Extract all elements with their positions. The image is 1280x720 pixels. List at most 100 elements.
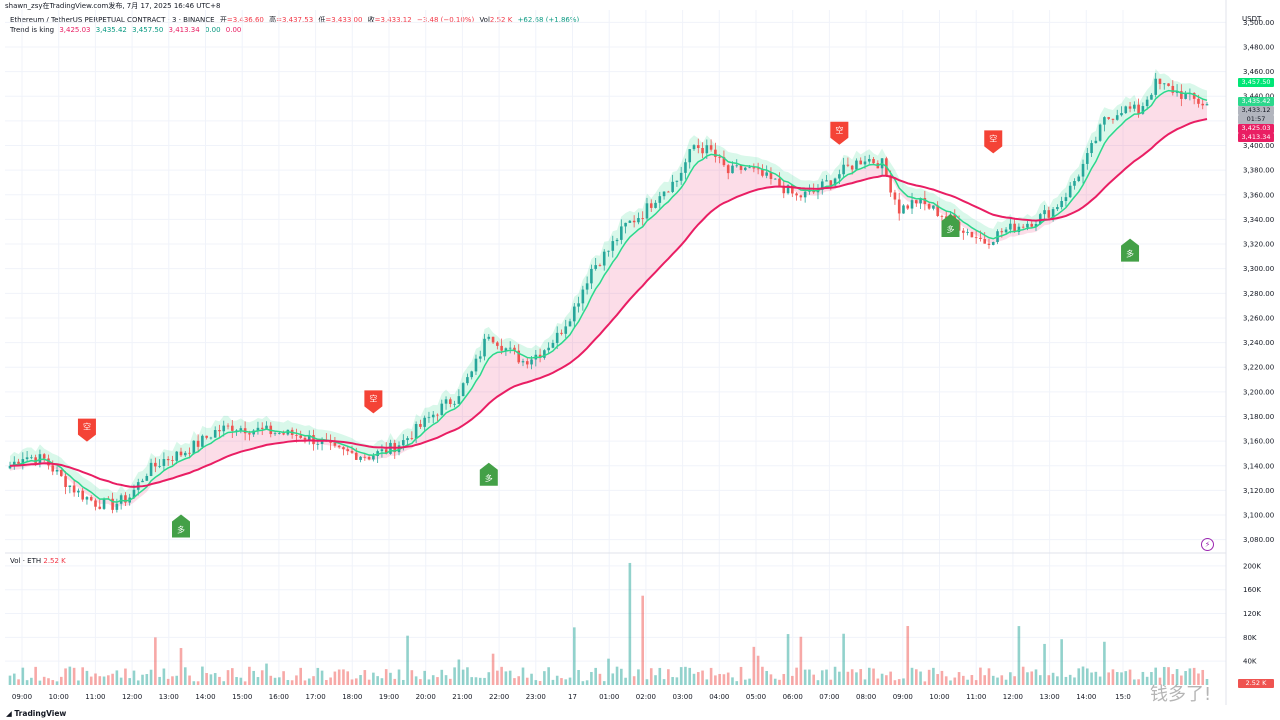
volume-bar [175, 675, 179, 685]
volume-bar [410, 670, 414, 685]
volume-bar [1013, 676, 1016, 685]
volume-bar [1004, 679, 1008, 685]
candle-body [38, 454, 42, 464]
volume-bar [478, 677, 482, 685]
volume-bar [504, 671, 508, 685]
volume-bar [795, 667, 798, 685]
volume-bar [47, 678, 50, 685]
volume-bar [748, 678, 751, 685]
volume-bar [829, 679, 833, 685]
volume-bar [196, 681, 200, 685]
volume-bar [1017, 626, 1021, 685]
candle-body [1086, 153, 1089, 164]
price-tick-label: 3,300.00 [1243, 265, 1274, 273]
volume-bar [124, 668, 127, 685]
volume-bar [1137, 679, 1140, 685]
time-tick-label: 22:00 [489, 693, 509, 701]
volume-bar [179, 648, 183, 685]
candle-body [508, 347, 512, 349]
volume-label: Vol · ETH [10, 557, 42, 565]
candle-body [474, 358, 478, 372]
volume-bar [761, 666, 764, 685]
main-legend-row: Ethereum / TetherUS PERPETUAL CONTRACT ·… [10, 15, 582, 25]
candle-body [102, 498, 106, 509]
volume-bar [64, 668, 67, 685]
candle-body [983, 238, 986, 244]
volume-bar [1094, 671, 1098, 685]
candle-body [171, 460, 174, 461]
volume-bar [820, 670, 824, 685]
price-label: 3,457.50 [1238, 78, 1274, 87]
time-tick-label: 09:00 [893, 693, 913, 701]
volume-bar [735, 681, 739, 685]
flash-icon[interactable]: ⚡ [1201, 538, 1214, 551]
candle-body [820, 181, 824, 190]
candle-body [414, 424, 418, 439]
volume-bar [265, 663, 268, 685]
candle-body [859, 160, 863, 165]
candle-body [115, 503, 119, 510]
ind-val-1: 3,425.03 [59, 26, 91, 34]
volume-bar [218, 676, 221, 685]
trend-line-slow [9, 118, 1208, 488]
symbol-title[interactable]: Ethereum / TetherUS PERPETUAL CONTRACT ·… [10, 16, 215, 24]
volume-bar [564, 679, 568, 685]
time-tick-label: 11:00 [966, 693, 986, 701]
volume-bar [1038, 675, 1042, 685]
volume-bar [25, 680, 29, 685]
volume-bar [1175, 669, 1179, 685]
low-label: 低 [318, 16, 326, 24]
candle-body [714, 149, 717, 157]
price-tick-label: 3,340.00 [1243, 216, 1274, 224]
volume-bar [461, 669, 465, 685]
volume-tick-label: 80K [1243, 634, 1257, 642]
candle-body [201, 435, 204, 447]
volume-bar [77, 680, 80, 685]
candle-body [778, 178, 781, 186]
candle-body [803, 191, 807, 198]
candle-body [410, 438, 414, 439]
volume-tick-label: 200K [1243, 562, 1261, 570]
candle-body [141, 480, 144, 483]
price-tick-label: 3,480.00 [1243, 43, 1274, 51]
volume-bar [427, 679, 431, 685]
candle-body [1124, 106, 1128, 114]
price-tick-label: 3,280.00 [1243, 290, 1274, 298]
price-label: 01:57 [1238, 115, 1274, 124]
candle-body [158, 465, 161, 467]
volume-bar [209, 674, 213, 685]
candle-body [12, 461, 16, 466]
volume-bar [919, 671, 922, 685]
candle-body [188, 452, 191, 454]
candle-body [359, 456, 362, 460]
volume-bar [72, 667, 76, 685]
candle-body [282, 433, 285, 435]
volume-bar [1167, 667, 1170, 685]
candle-body [731, 165, 734, 174]
volume-bar [530, 673, 533, 685]
volume-bar [1086, 668, 1089, 685]
volume-bar [431, 675, 435, 685]
candle-body [175, 451, 179, 461]
candle-body [962, 230, 965, 233]
candle-body [427, 417, 431, 419]
candle-body [406, 438, 409, 441]
ind-val-2: 3,435.42 [95, 26, 127, 34]
candle-body [1077, 176, 1081, 182]
volume-bar [243, 681, 247, 685]
candle-body [478, 356, 482, 359]
time-tick-label: 11:00 [85, 693, 105, 701]
price-tick-label: 3,320.00 [1243, 241, 1274, 249]
volume-bar [457, 659, 461, 685]
time-tick-label: 12:00 [1003, 693, 1023, 701]
candle-body [675, 180, 679, 182]
volume-bar [487, 672, 491, 685]
indicator-name[interactable]: Trend is king [10, 26, 55, 34]
volume-bar [624, 677, 627, 685]
volume-bar [568, 677, 572, 685]
price-tick-label: 3,400.00 [1243, 142, 1274, 150]
volume-bar [859, 669, 863, 685]
volume-bar [778, 679, 781, 685]
volume-bar [842, 633, 845, 685]
